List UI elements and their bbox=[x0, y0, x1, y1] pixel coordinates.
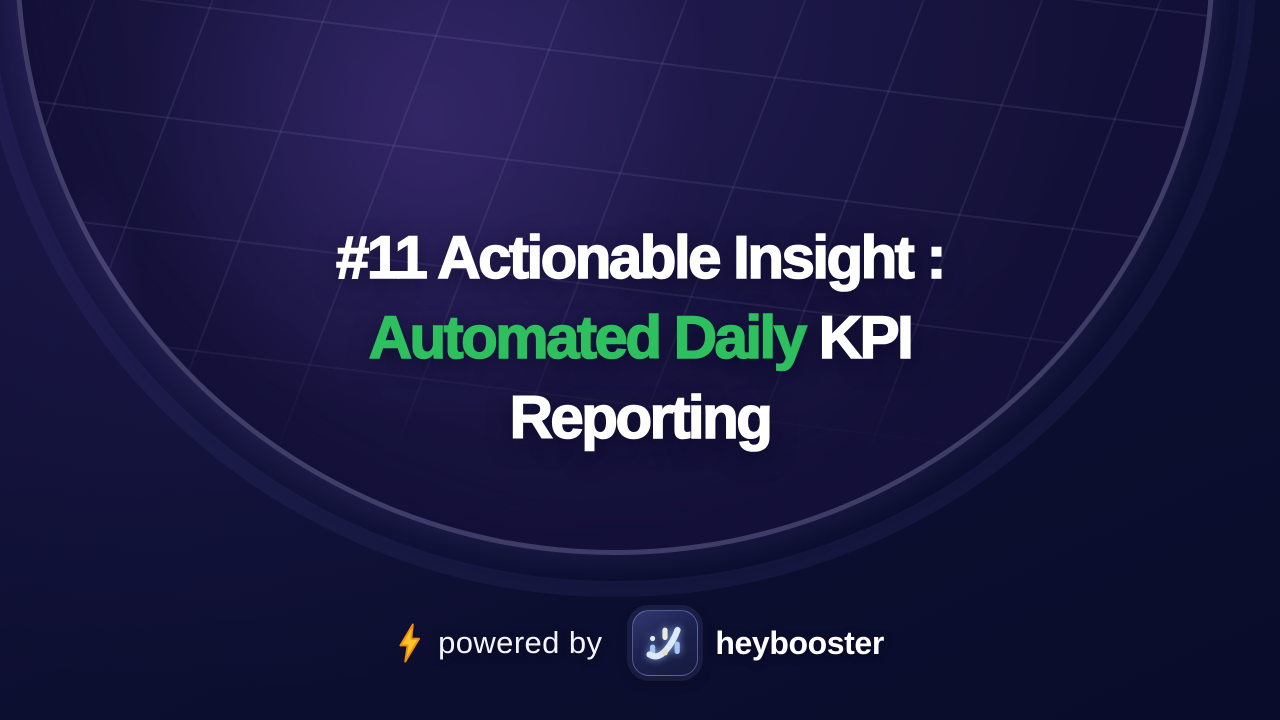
title-line-1: #11 Actionable Insight : bbox=[335, 223, 947, 292]
page-title: #11 Actionable Insight : Automated Daily… bbox=[0, 218, 1280, 458]
lightning-bolt-icon bbox=[399, 623, 421, 663]
background-circle-glow bbox=[15, 0, 1215, 555]
title-line-2-rest: KPI bbox=[804, 303, 915, 372]
powered-by-label: powered by bbox=[438, 625, 603, 660]
heybooster-logo-icon bbox=[646, 626, 681, 660]
brand-name: heybooster bbox=[715, 624, 884, 661]
title-line-3: Reporting bbox=[509, 383, 774, 452]
powered-by-bar: powered by heybooster bbox=[0, 608, 1280, 678]
title-line-2-highlight: Automated Daily bbox=[368, 303, 808, 372]
heybooster-logo bbox=[632, 610, 699, 676]
